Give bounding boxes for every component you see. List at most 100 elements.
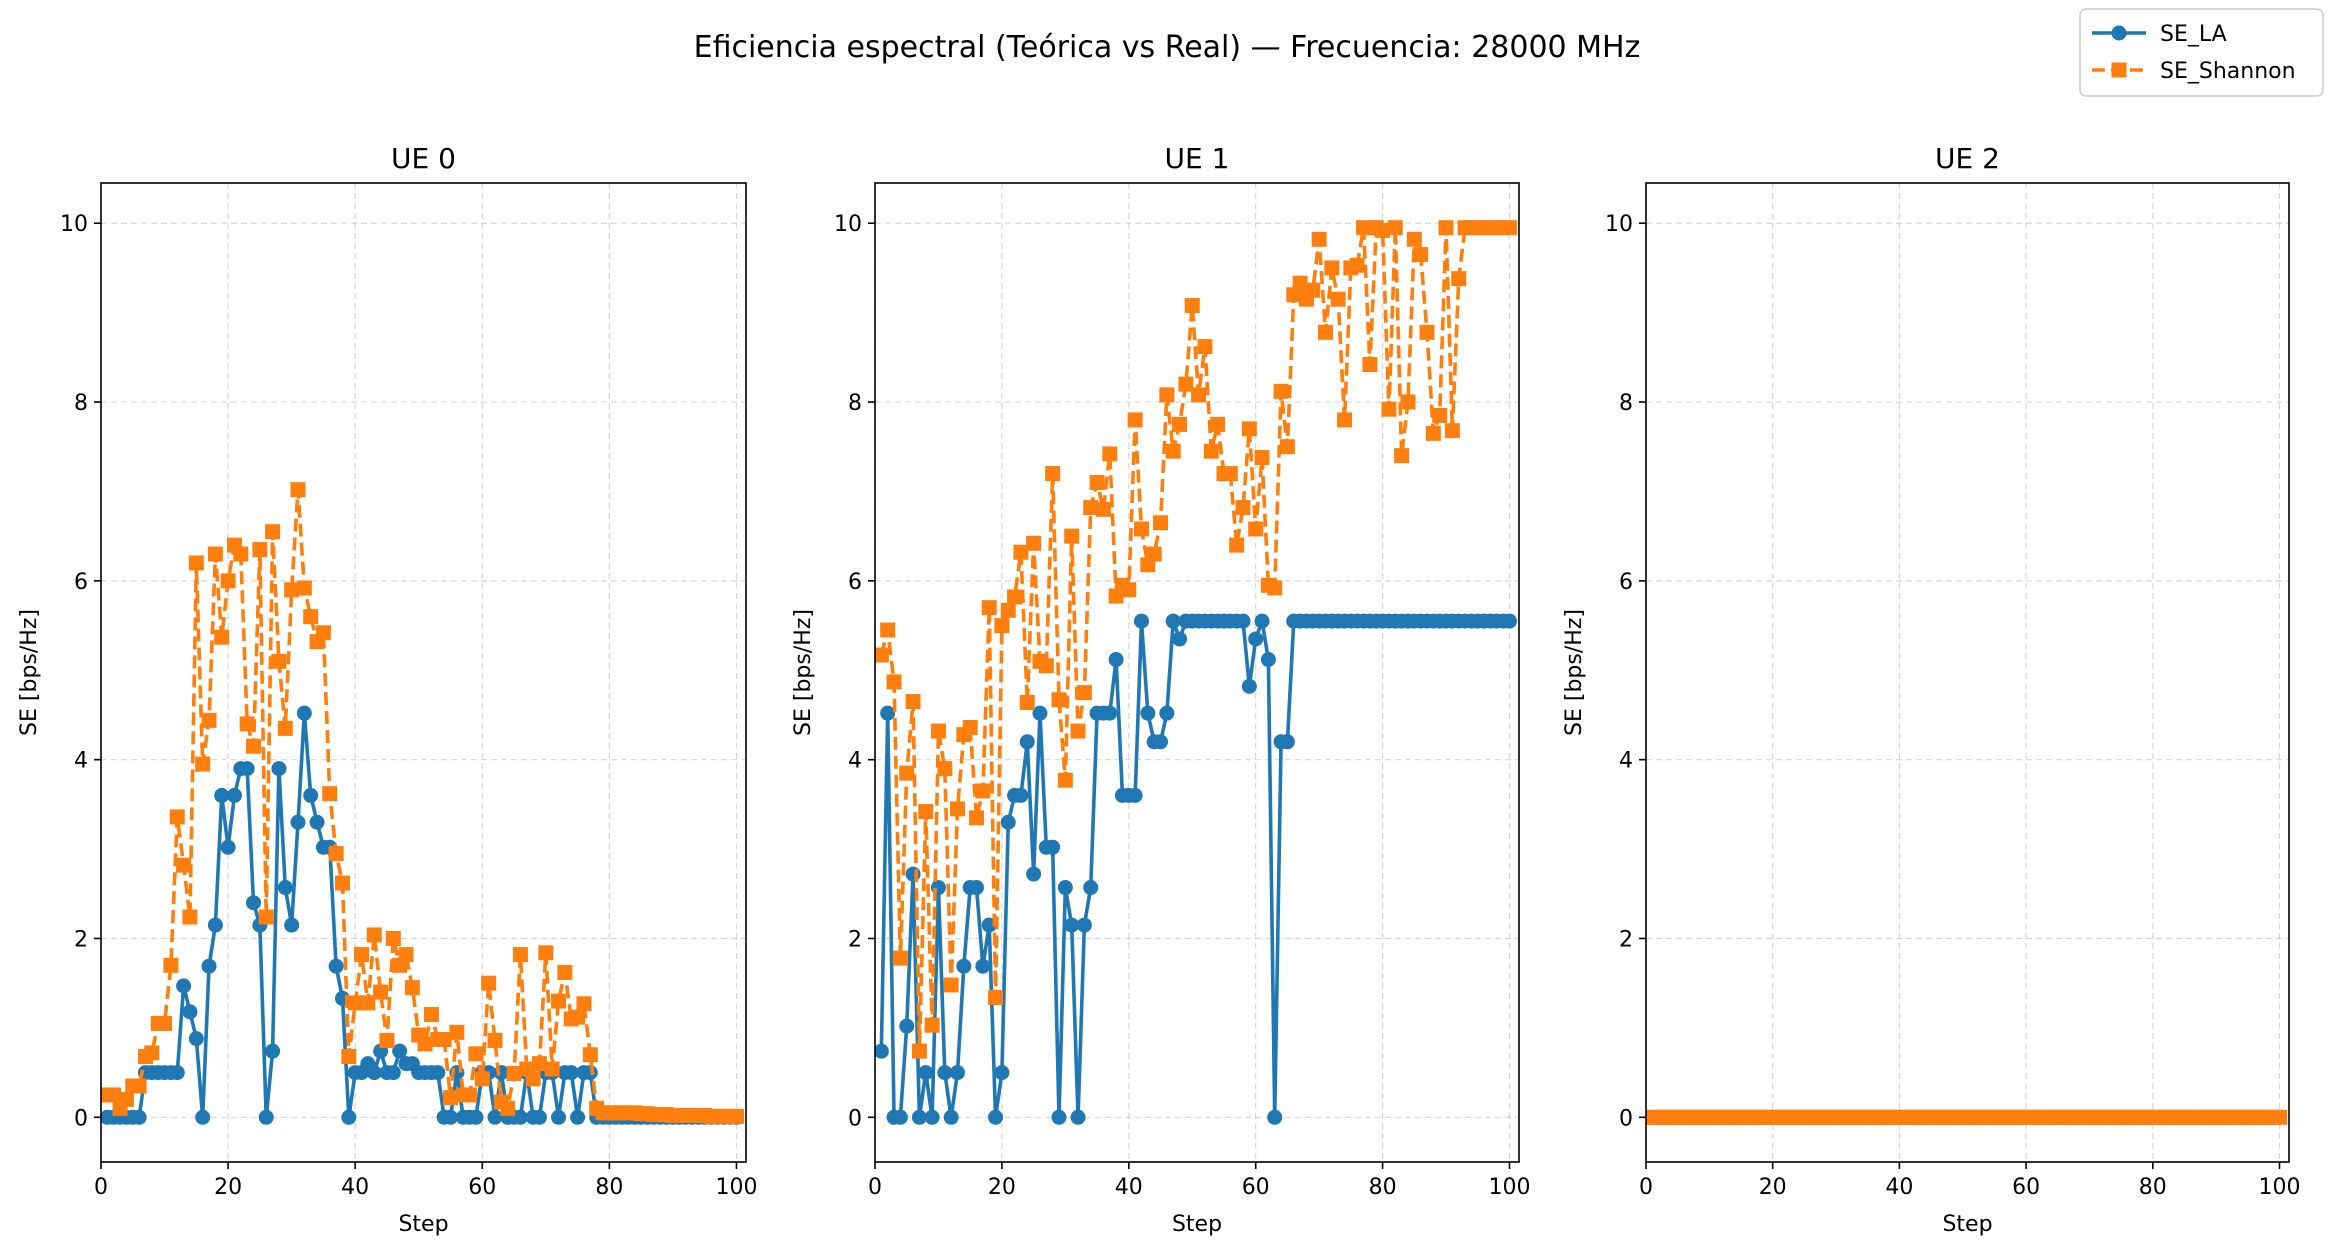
y-tick-label: 2 [848,927,862,952]
y-tick-label: 2 [74,927,88,952]
series-se-la [875,613,1517,1125]
data-point [582,1065,598,1081]
series-se-shannon [1646,1109,2287,1125]
data-point [570,1009,586,1025]
x-tick-label: 0 [94,1175,108,1200]
data-point [246,738,262,754]
data-point [1064,528,1080,544]
data-point [930,723,946,739]
data-point [487,1032,503,1048]
data-point [975,958,991,974]
data-point [949,1065,965,1081]
legend-entry-se-la: SE_LA [2092,22,2227,47]
data-point [1172,631,1188,647]
data-point [1070,723,1086,739]
y-tick-label: 0 [1619,1106,1633,1131]
data-point [1305,282,1321,298]
data-point [1178,376,1194,392]
data-point [290,814,306,830]
data-point [449,1024,465,1040]
data-point [981,600,997,616]
data-point [918,1065,934,1081]
data-point [284,582,300,598]
y-tick-label: 6 [848,570,862,595]
data-point [258,1109,274,1125]
data-point [1235,613,1251,629]
y-tick-label: 10 [834,212,862,237]
series-line [879,225,1510,1053]
data-point [481,975,497,991]
data-point [1279,734,1295,750]
data-point [366,927,382,943]
data-point [880,622,896,638]
x-tick-label: 0 [868,1175,882,1200]
data-point [1032,705,1048,721]
data-point [284,917,300,933]
data-point [1051,1109,1067,1125]
data-point [1241,421,1257,437]
y-tick-label: 6 [1619,570,1633,595]
data-point [1229,537,1245,553]
data-point [1019,694,1035,710]
x-tick-label: 20 [1759,1175,1787,1200]
series-se-shannon [875,220,1517,1059]
data-point [943,1109,959,1125]
subplot-title: UE 1 [1165,142,1230,175]
data-point [1184,297,1200,313]
y-tick-label: 6 [74,570,88,595]
x-tick-label: 100 [2258,1175,2300,1200]
data-point [385,1065,401,1081]
data-point [1267,580,1283,596]
data-point [1000,814,1016,830]
y-tick-label: 4 [74,749,88,774]
data-point [487,1109,503,1125]
data-point [1083,880,1099,896]
data-point [379,1032,395,1048]
data-point [1064,917,1080,933]
data-point [1146,546,1162,562]
data-point [1381,401,1397,417]
series-group [101,482,744,1125]
legend-marker [2111,25,2127,41]
data-point [962,719,978,735]
data-point [144,1045,160,1061]
data-point [1102,705,1118,721]
data-point [334,875,350,891]
data-point [182,1004,198,1020]
data-point [1026,535,1042,551]
legend-marker [2111,62,2127,78]
data-point [423,1006,439,1022]
data-point [1159,387,1175,403]
data-point [582,1047,598,1063]
x-tick-label: 40 [1885,1175,1913,1200]
data-point [943,977,959,993]
data-point [1248,631,1264,647]
data-point [1165,443,1181,459]
data-point [1013,544,1029,560]
data-point [1026,866,1042,882]
data-point [392,1043,408,1059]
data-point [1140,705,1156,721]
data-point [296,580,312,596]
data-point [430,1065,446,1081]
data-point [1127,787,1143,803]
data-point [226,787,242,803]
data-point [875,647,889,663]
data-point [265,524,281,540]
data-point [911,1043,927,1059]
data-point [1045,839,1061,855]
data-point [322,786,338,802]
data-point [398,947,414,963]
data-point [1057,880,1073,896]
grid [100,183,746,1162]
data-point [1057,772,1073,788]
data-point [1432,407,1448,423]
data-point [1273,383,1289,399]
data-point [1375,222,1391,238]
data-point [188,1031,204,1047]
y-axis-label: SE [bps/Hz] [17,609,42,736]
data-point [468,1046,484,1062]
data-point [182,909,198,925]
x-tick-label: 20 [214,1175,242,1200]
